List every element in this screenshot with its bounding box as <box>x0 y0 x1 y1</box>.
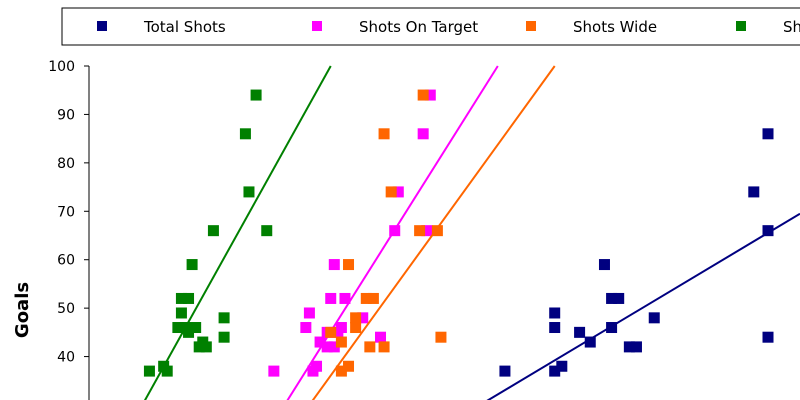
data-point <box>378 341 390 353</box>
data-point <box>630 341 642 353</box>
data-point <box>172 322 184 334</box>
data-point <box>343 259 355 271</box>
data-point <box>335 336 347 348</box>
data-point <box>343 360 355 372</box>
data-point <box>623 341 635 353</box>
data-point <box>606 292 618 304</box>
legend-label: Total Shots <box>143 18 226 36</box>
data-point <box>218 331 230 343</box>
data-point <box>424 89 436 101</box>
legend-label: Shots Wide <box>783 18 800 36</box>
data-point <box>417 128 429 140</box>
data-point <box>360 292 372 304</box>
legend-item-0: Total Shots <box>97 18 226 36</box>
y-tick-label: 40 <box>57 350 75 366</box>
legend: Total Shots Shots On Target Shots Wide Shot… <box>61 7 800 46</box>
legend-swatch <box>97 21 107 31</box>
data-point <box>357 312 369 324</box>
data-point <box>613 292 625 304</box>
data-point <box>183 292 195 304</box>
data-point <box>339 292 351 304</box>
legend-box <box>61 7 800 46</box>
y-axis-label: Goals <box>12 282 33 338</box>
data-point <box>243 186 255 198</box>
data-point <box>584 336 596 348</box>
data-point <box>375 331 387 343</box>
plot-area <box>143 65 800 400</box>
data-point <box>748 186 760 198</box>
y-tick-label: 60 <box>57 253 75 269</box>
data-point <box>186 259 198 271</box>
data-point <box>207 225 219 237</box>
data-point <box>303 307 315 319</box>
y-tick-label: 100 <box>48 59 75 75</box>
data-point <box>335 322 347 334</box>
legend-item-2: Shots Wide <box>526 18 657 36</box>
legend-item-1: Shots On Target <box>312 18 478 36</box>
data-point <box>499 365 511 377</box>
data-point <box>762 225 774 237</box>
data-point <box>268 365 280 377</box>
data-point <box>431 225 443 237</box>
data-point <box>161 365 173 377</box>
data-point <box>190 322 202 334</box>
data-point <box>183 326 195 338</box>
y-tick-label: 80 <box>57 156 75 172</box>
data-point <box>556 360 568 372</box>
legend-item-3: Shots Wide <box>736 18 800 36</box>
data-point <box>350 312 362 324</box>
legend-swatch <box>526 21 536 31</box>
data-point <box>239 128 251 140</box>
data-point <box>328 259 340 271</box>
trend-line-0 <box>486 212 800 400</box>
data-point <box>328 341 340 353</box>
data-point <box>392 186 404 198</box>
y-tick-label: 70 <box>57 204 75 220</box>
data-point <box>549 365 561 377</box>
data-point <box>261 225 273 237</box>
data-point <box>598 259 610 271</box>
data-point <box>421 225 433 237</box>
data-point <box>549 307 561 319</box>
data-point <box>417 89 429 101</box>
data-point <box>606 322 618 334</box>
data-point <box>175 307 187 319</box>
legend-swatch <box>312 21 322 31</box>
data-point <box>143 365 155 377</box>
data-point <box>378 128 390 140</box>
data-point <box>389 225 401 237</box>
legend-label: Shots On Target <box>359 18 478 36</box>
data-point <box>300 322 312 334</box>
data-point <box>335 365 347 377</box>
data-point <box>762 128 774 140</box>
data-point <box>250 89 262 101</box>
y-tick-label: 90 <box>57 107 75 123</box>
data-point <box>364 341 376 353</box>
data-point <box>314 336 326 348</box>
data-point <box>385 186 397 198</box>
y-tick-label: 50 <box>57 301 75 317</box>
data-point <box>648 312 660 324</box>
data-point <box>574 326 586 338</box>
legend-swatch <box>736 21 746 31</box>
data-point <box>414 225 426 237</box>
data-point <box>435 331 447 343</box>
data-point <box>218 312 230 324</box>
trend-line-3 <box>143 65 332 400</box>
data-point <box>325 326 337 338</box>
data-point <box>311 360 323 372</box>
data-point <box>321 341 333 353</box>
axes: 40 50 60 70 80 90 100 <box>48 59 90 400</box>
legend-label: Shots Wide <box>573 18 657 36</box>
data-point <box>325 292 337 304</box>
data-point <box>549 322 561 334</box>
data-point <box>175 292 187 304</box>
data-point <box>762 331 774 343</box>
data-point <box>200 341 212 353</box>
data-point <box>367 292 379 304</box>
data-point <box>350 322 362 334</box>
